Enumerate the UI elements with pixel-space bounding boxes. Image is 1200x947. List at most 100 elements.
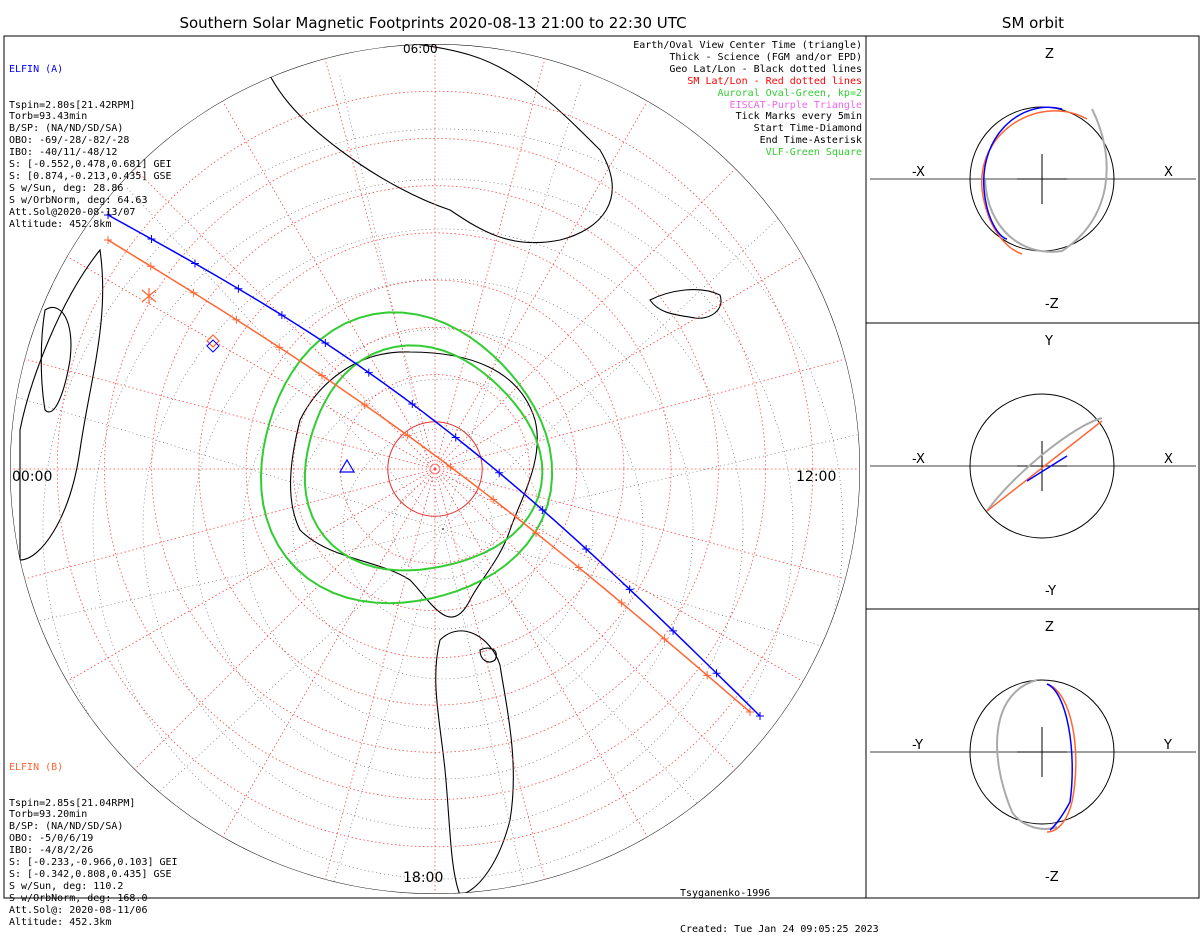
sm-meridian-23: [24, 358, 436, 470]
sm-meridian-22: [66, 256, 436, 470]
geo-meridian-7: [125, 185, 444, 530]
sm-meridian-4: [222, 468, 436, 838]
mlt-label-top: 06:00: [403, 42, 438, 56]
sm-panel-X-Y: -X X Y -Y: [870, 334, 1196, 599]
sm-axis-label-0-1: X: [1164, 165, 1173, 180]
sm-lat-ring-5: [151, 185, 719, 753]
center-triangle-a: [338, 458, 356, 473]
figure-canvas: -X X Z -Z -X X Y -Y -Y Y Z -Z: [3, 35, 1200, 899]
geo-meridian-0: [442, 528, 860, 668]
geo-lat-ring-3: [292, 378, 594, 680]
track-tick-a-24: [364, 368, 373, 377]
legend-item-5: EISCAT-Purple Triangle: [729, 99, 862, 111]
track-tick-b-44: [574, 563, 583, 572]
polar-map: [10, 44, 860, 894]
geo-lat-ring-7: [92, 178, 794, 880]
track-tick-b-24: [360, 401, 369, 410]
legend: Earth/Oval View Center Time (triangle) Th…: [633, 40, 862, 159]
track-tick-a-8: [190, 259, 199, 268]
sm-orbit-b-1: [986, 420, 1103, 512]
track-tick-a-48: [625, 585, 634, 594]
mlt-label-right: 12:00: [796, 469, 837, 485]
footprint-tracks: [104, 211, 764, 720]
track-tick-b-0: [104, 236, 112, 244]
geo-meridian-1: [442, 528, 761, 873]
legend-item-1: Thick - Science (FGM and/or EPD): [669, 51, 862, 63]
track-tick-b-12: [232, 315, 241, 324]
sm-lat-ring-1: [340, 374, 530, 564]
chart-title: Southern Solar Magnetic Footprints 2020-…: [179, 14, 687, 32]
sm-axis-label-1-2: Y: [1044, 334, 1053, 349]
track-tick-a-40: [538, 506, 547, 515]
elfin-b-line-2: B/SP: (NA/ND/SD/SA): [9, 821, 124, 833]
mlt-label-left: 00:00: [12, 469, 53, 485]
legend-item-0: Earth/Oval View Center Time (triangle): [633, 40, 862, 51]
track-tick-a-4: [147, 235, 156, 244]
elfin-a-params: Tspin=2.80s[21.42RPM] Torb=93.43min B/SP: …: [9, 100, 172, 231]
track-tick-b-28: [403, 431, 412, 440]
sm-meridian-3: [134, 468, 436, 770]
elfin-b-line-5: S: [-0.233,-0.966,0.103] GEI: [9, 857, 178, 869]
track-tick-a-52: [669, 626, 678, 635]
track-tick-b-32: [446, 462, 455, 471]
sm-meridian-16: [434, 100, 648, 470]
mlt-label-bottom: 18:00: [403, 870, 444, 886]
model-label: Tsyganenko-1996: [680, 887, 771, 899]
sm-axis-label-2-0: -Y: [912, 738, 923, 753]
elfin-b-line-4: IBO: -4/8/2/26: [9, 845, 94, 857]
sm-orbit-b-2: [1046, 683, 1077, 833]
sm-lat-ring-6: [104, 138, 766, 800]
sm-meridian-2: [66, 468, 436, 682]
auroral-oval-equatorward: [259, 311, 554, 605]
geo-grid: [10, 73, 860, 894]
elfin-b-line-3: OBO: -5/0/6/19: [9, 833, 94, 845]
elfin-a-line-7: S w/Sun, deg: 28.86: [9, 182, 124, 194]
sm-orbit-shadow-0: [984, 108, 1108, 253]
elfin-b-line-7: S w/Sun, deg: 110.2: [9, 880, 124, 892]
geo-lat-ring-8: [42, 128, 844, 894]
elfin-a-line-10: Altitude: 452.8km: [9, 218, 112, 230]
geo-lat-ring-4: [242, 328, 644, 730]
elfin-a-line-3: OBO: -69/-28/-82/-28: [9, 135, 130, 147]
created-label: Created: Tue Jan 24 09:05:25 2023: [680, 923, 879, 935]
track-tick-a-20: [321, 339, 330, 348]
auroral-oval: [259, 311, 554, 605]
legend-item-7: Start Time-Diamond: [753, 123, 862, 135]
sm-axis-label-0-2: Z: [1045, 47, 1054, 62]
track-tick-b-4: [146, 262, 155, 271]
legend-item-3: SM Lat/Lon - Red dotted lines: [687, 75, 862, 87]
track-tick-a-44: [582, 544, 591, 553]
elfin-b-line-0: Tspin=2.85s[21.04RPM]: [9, 797, 136, 809]
legend-item-9: VLF-Green Square: [765, 147, 862, 159]
elfin-b-line-8: S w/OrbNorm, deg: 168.0: [9, 892, 148, 904]
elfin-b-info: ELFIN (B) Tspin=2.85s[21.04RPM] Torb=93.2…: [9, 738, 178, 940]
sm-meridian-1: [24, 468, 436, 580]
elfin-a-line-9: Att.Sol@2020-08-13/07: [9, 206, 136, 218]
continent-outlines: [19, 44, 722, 894]
elfin-a-line-5: S: [-0.552,0.478,0.681] GEI: [9, 159, 172, 171]
sm-orbit-b-0: [981, 110, 1088, 255]
sm-axis-label-0-0: -X: [912, 165, 925, 180]
geo-meridian-9: [442, 82, 582, 530]
elfin-a-line-4: IBO: -40/11/-48/12: [9, 147, 118, 159]
sm-meridian-19: [324, 58, 436, 470]
elfin-b-line-10: Altitude: 452.3km: [9, 916, 112, 928]
sm-lat-ring-7: [56, 90, 814, 848]
sm-axis-label-0-3: -Z: [1045, 297, 1059, 312]
geo-lat-ring-6: [142, 228, 744, 830]
sm-meridian-11: [434, 468, 846, 580]
track-tick-b-40: [532, 529, 540, 538]
track-tick-b-60: [746, 708, 754, 716]
continent-new-zealand: [649, 289, 722, 319]
sm-orbit-a-2: [1046, 683, 1073, 831]
geo-lat-ring-5: [192, 278, 694, 780]
sm-meridian-13: [434, 358, 846, 470]
legend-item-6: Tick Marks every 5min: [735, 111, 862, 123]
track-tick-a-32: [451, 433, 460, 442]
elfin-b-line-1: Torb=93.20min: [9, 809, 88, 821]
elfin-b-name: ELFIN (B): [9, 761, 64, 773]
sm-axis-label-1-0: -X: [912, 452, 925, 467]
sm-meridian-20: [222, 100, 436, 470]
elfin-b-line-9: Att.Sol@: 2020-08-11/06: [9, 904, 148, 916]
elfin-a-line-2: B/SP: (NA/ND/SD/SA): [9, 123, 124, 135]
